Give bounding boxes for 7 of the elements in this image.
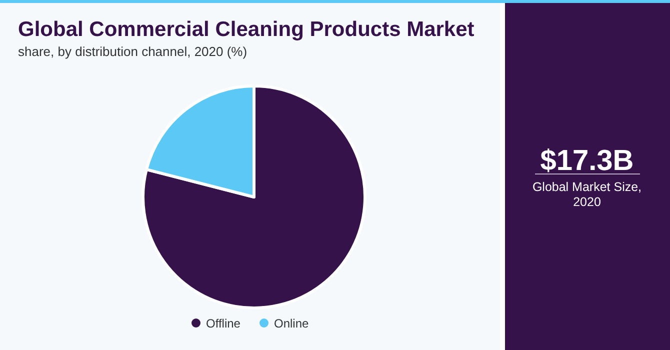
pie-slice (142, 84, 366, 310)
chart-title: Global Commercial Cleaning Products Market (18, 18, 474, 41)
text: Global Market Size, 2020 (532, 180, 642, 209)
legend-label: Offline (206, 316, 241, 330)
legend-label: Online (274, 316, 310, 330)
text: $17.3B (540, 145, 634, 177)
chart-subtitle: share, by distribution channel, 2020 (%) (18, 44, 248, 59)
